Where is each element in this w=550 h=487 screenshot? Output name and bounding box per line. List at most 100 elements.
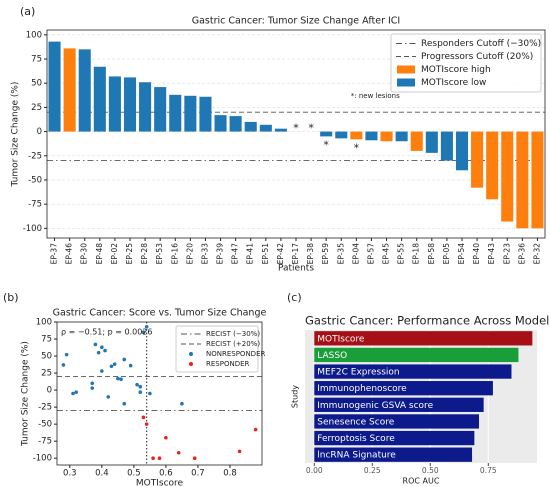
x-tick-label: EP-05 [442,243,451,265]
data-point [122,357,127,362]
bar [244,121,257,132]
x-tick-label: EP-28 [140,243,149,265]
data-point [180,401,184,406]
bar [440,131,453,161]
bar [78,49,91,132]
data-point [100,369,104,373]
legend-box [175,325,259,373]
data-point [141,415,146,420]
x-tick-label: EP-39 [216,243,225,265]
data-point [116,376,120,381]
data-point [157,456,162,460]
y-tick-label: -25 [28,151,42,161]
bar-label: Ferroptosis Score [317,434,395,444]
bar [350,131,363,140]
bar [154,87,167,132]
y-axis-label: Tumor Size Change (%) [11,82,21,188]
y-tick-label: 0 [47,386,52,396]
y-tick-label: -100 [33,454,52,464]
legend-marker [189,352,193,356]
bar [314,381,493,396]
bar [314,347,519,363]
data-point [192,456,197,460]
bar [531,131,544,229]
x-tick-label: EP-46 [65,243,74,265]
plot-frame [56,321,263,466]
bar [108,76,121,132]
new-lesion-marker: * [323,138,329,151]
legend-label: RESPONDER [206,360,250,368]
bar-label: Immunogenic GSVA score [317,401,433,411]
data-point [135,382,139,387]
y-axis-label: Tumor Size Change (%) [21,341,31,447]
data-point [144,422,149,426]
x-tick-label: EP-48 [95,243,104,265]
data-point [106,395,111,399]
legend-box [390,33,542,93]
x-tick-label: EP-40 [472,243,481,265]
x-tick-label: 0.5 [127,469,141,479]
plot-frame [46,29,546,239]
data-point [151,456,155,460]
y-tick-label: 0 [37,127,42,137]
x-tick-label: EP-37 [50,243,59,265]
x-tick-label: EP-47 [231,243,240,265]
x-tick-label: EP-53 [155,243,164,265]
legend-label: MOTIscore high [421,65,491,75]
data-point [138,390,143,394]
bar [184,95,197,132]
y-tick-label: -100 [23,224,42,234]
data-point [141,330,146,335]
bar [93,66,106,132]
x-tick-label: EP-18 [412,243,421,265]
x-tick-label: 0.8 [223,469,237,479]
x-tick-label: EP-16 [170,243,179,265]
legend-label: Responders Cutoff (−30%) [421,39,541,49]
y-tick-label: 75 [41,335,52,345]
data-point [112,362,117,367]
y-tick-label: 75 [31,55,42,65]
y-tick-label: 50 [31,79,42,89]
x-tick-label: EP-41 [246,243,255,265]
x-tick-label: EP-38 [306,243,315,265]
x-tick-label: 0.25 [364,466,381,475]
new-lesion-marker: * [308,122,314,135]
y-tick-label: -50 [28,175,42,185]
x-tick-label: EP-30 [80,243,89,265]
bar [314,397,484,412]
legend-patch [397,78,415,87]
x-tick-label: 0.00 [306,466,323,475]
bar [516,131,529,229]
y-tick-label: 50 [41,352,52,362]
bar [380,131,393,142]
bar [314,331,533,346]
bar-label: Immunophenoscore [317,384,407,394]
bar-label: lncRNA Signature [317,451,396,461]
x-tick-label: 0.3 [63,469,77,479]
bar-label: LASSO [317,351,347,361]
data-point [90,386,95,390]
x-axis-label: MOTIscore [136,479,184,487]
data-point [237,449,242,454]
x-tick-label: EP-57 [366,243,375,265]
bar [335,131,348,139]
new-lesion-marker: * [293,122,299,135]
bar [425,131,438,153]
bar [314,447,473,462]
bar [169,94,182,132]
legend-patch [397,65,415,74]
legend-label: RECIST (+20%) [206,340,260,348]
chart-title: Gastric Cancer: Tumor Size Change After … [192,16,401,27]
y-tick-label: -75 [28,200,42,210]
y-tick-label: -75 [38,437,52,447]
data-point [138,384,143,389]
x-tick-label: EP-23 [502,243,511,265]
x-tick-label: EP-17 [291,243,300,265]
x-tick-label: EP-51 [261,243,270,265]
bar [410,131,423,151]
data-point [61,363,66,367]
data-point [119,377,123,382]
bar-label: MOTIscore [317,334,365,344]
legend-label: MOTIscore low [421,78,486,88]
x-tick-label: EP-35 [336,243,345,265]
